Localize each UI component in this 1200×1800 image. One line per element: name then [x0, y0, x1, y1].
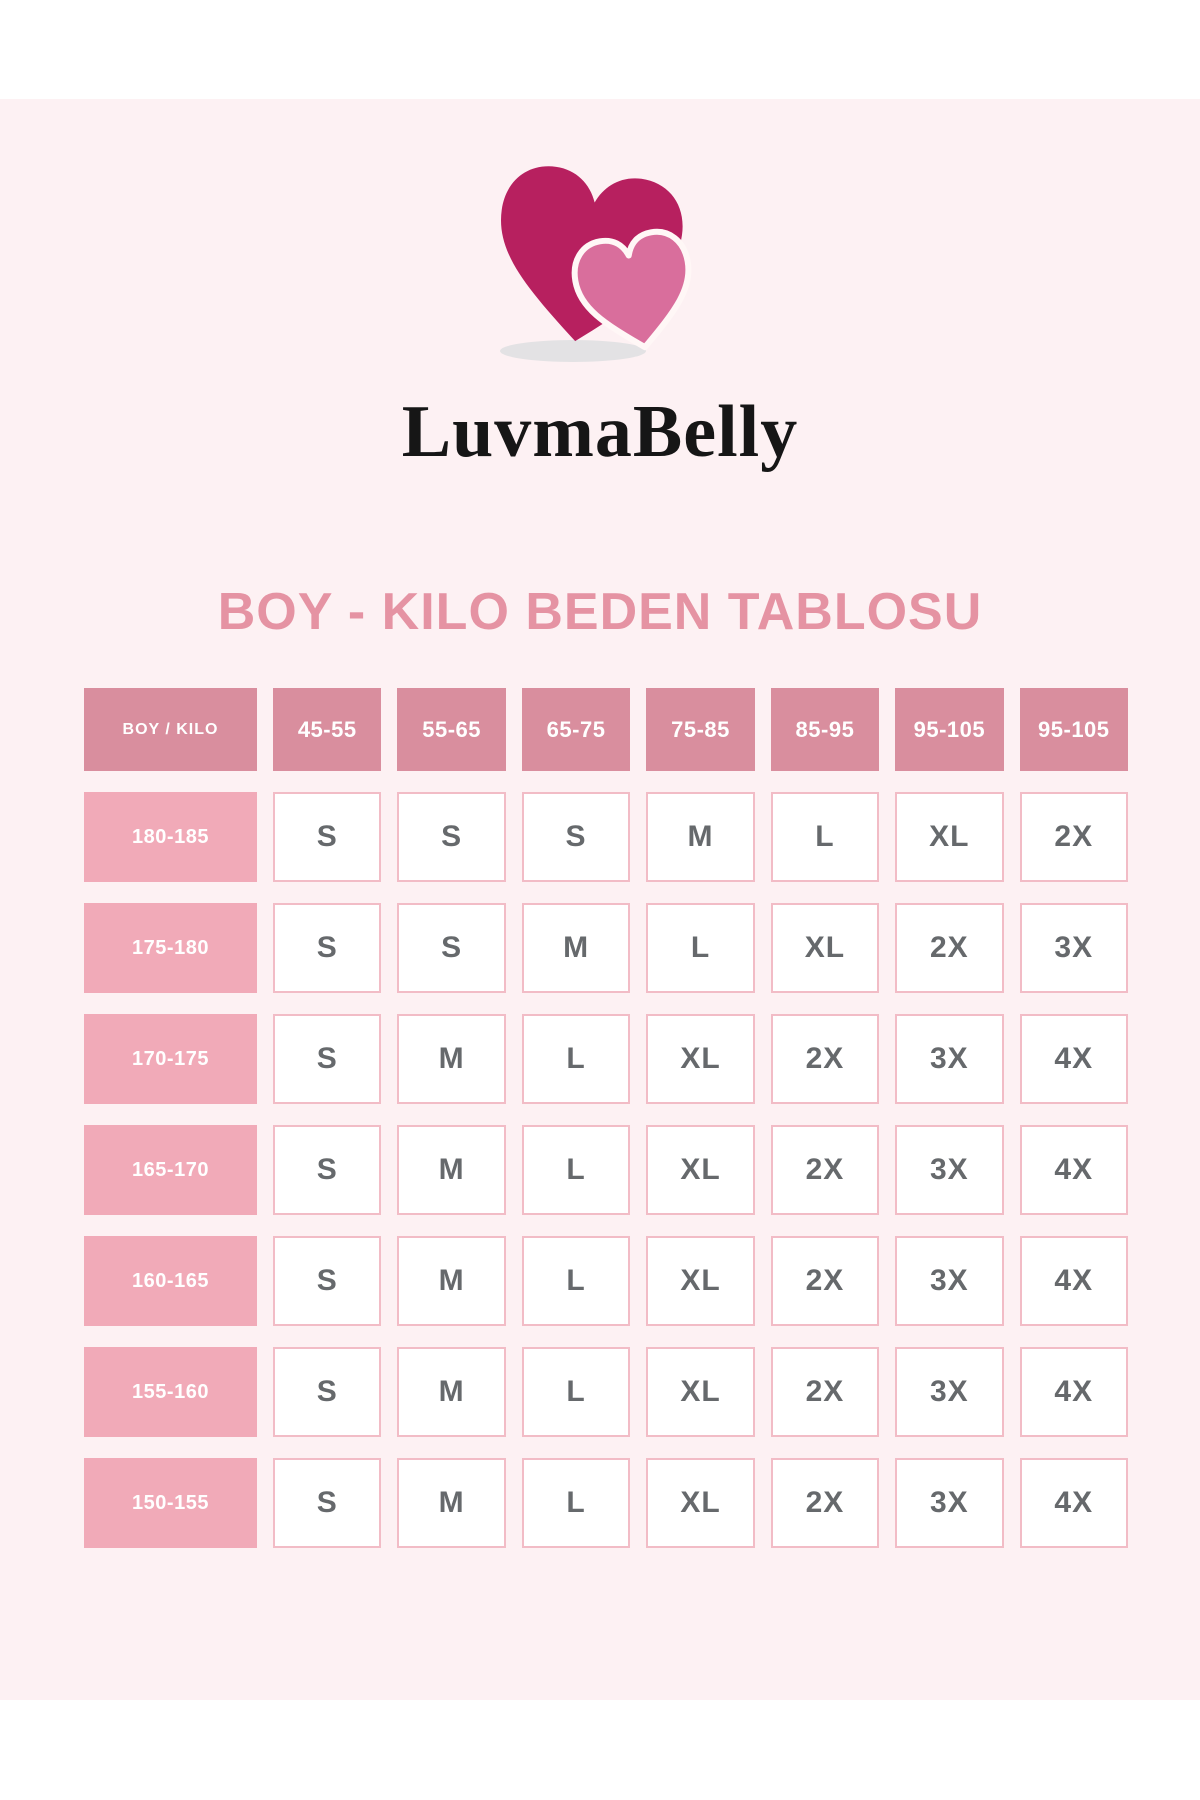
size-cell: S [273, 792, 382, 882]
table-height-header: 175-180 [84, 903, 257, 993]
size-cell: S [397, 792, 506, 882]
size-cell: XL [770, 903, 880, 993]
size-cell: XL [646, 1125, 755, 1215]
size-cell: 4X [1019, 1458, 1128, 1548]
size-cell: 3X [895, 1347, 1004, 1437]
size-cell: L [521, 1125, 631, 1215]
table-weight-header: 95-105 [895, 688, 1004, 771]
table-corner-header: BOY / KILO [84, 688, 257, 771]
hearts-logo-icon [500, 166, 692, 362]
size-cell: XL [895, 792, 1004, 882]
table-height-header: 165-170 [84, 1125, 257, 1215]
table-weight-header: 85-95 [770, 688, 880, 771]
small-heart-icon [571, 228, 692, 351]
table-weight-header: 55-65 [397, 688, 506, 771]
size-cell: 4X [1019, 1236, 1128, 1326]
table-height-header: 150-155 [84, 1458, 257, 1548]
size-cell: 2X [770, 1014, 880, 1104]
size-cell: 4X [1019, 1014, 1128, 1104]
table-weight-header: 95-105 [1019, 688, 1128, 771]
size-cell: S [273, 1347, 382, 1437]
size-cell: XL [646, 1014, 755, 1104]
table-height-header: 170-175 [84, 1014, 257, 1104]
size-cell: L [521, 1014, 631, 1104]
size-cell: 3X [1019, 903, 1128, 993]
size-cell: 4X [1019, 1347, 1128, 1437]
table-height-header: 160-165 [84, 1236, 257, 1326]
size-cell: XL [646, 1458, 755, 1548]
size-cell: 4X [1019, 1125, 1128, 1215]
size-cell: M [397, 1236, 506, 1326]
size-cell: M [397, 1347, 506, 1437]
size-chart-table: BOY / KILO 45-55 55-65 65-75 75-85 85-95 95-10… [84, 688, 1128, 1548]
size-cell: L [521, 1458, 631, 1548]
size-cell: 2X [770, 1347, 880, 1437]
size-cell: XL [646, 1236, 755, 1326]
size-cell: 3X [895, 1125, 1004, 1215]
size-cell: 3X [895, 1458, 1004, 1548]
size-cell: M [397, 1014, 506, 1104]
size-cell: 2X [895, 903, 1004, 993]
size-cell: 3X [895, 1014, 1004, 1104]
table-weight-header: 45-55 [273, 688, 382, 771]
size-cell: L [770, 792, 880, 882]
size-cell: S [397, 903, 506, 993]
table-height-header: 180-185 [84, 792, 257, 882]
brand-name: LuvmaBelly [401, 391, 799, 473]
size-cell: S [273, 1125, 382, 1215]
page-title: BOY - KILO BEDEN TABLOSU [217, 583, 983, 641]
size-cell: 2X [770, 1236, 880, 1326]
size-cell: S [273, 903, 382, 993]
size-cell: M [646, 792, 755, 882]
size-cell: M [521, 903, 631, 993]
size-cell: 2X [770, 1458, 880, 1548]
size-cell: XL [646, 1347, 755, 1437]
size-cell: M [397, 1458, 506, 1548]
size-cell: L [521, 1347, 631, 1437]
size-cell: 3X [895, 1236, 1004, 1326]
size-cell: 2X [1019, 792, 1128, 882]
size-cell: M [397, 1125, 506, 1215]
logo-shadow [500, 340, 646, 362]
size-cell: L [646, 903, 755, 993]
size-cell: S [521, 792, 631, 882]
size-cell: S [273, 1236, 382, 1326]
table-weight-header: 65-75 [521, 688, 631, 771]
size-cell: 2X [770, 1125, 880, 1215]
size-cell: S [273, 1014, 382, 1104]
size-cell: S [273, 1458, 382, 1548]
table-weight-header: 75-85 [646, 688, 755, 771]
table-height-header: 155-160 [84, 1347, 257, 1437]
size-cell: L [521, 1236, 631, 1326]
